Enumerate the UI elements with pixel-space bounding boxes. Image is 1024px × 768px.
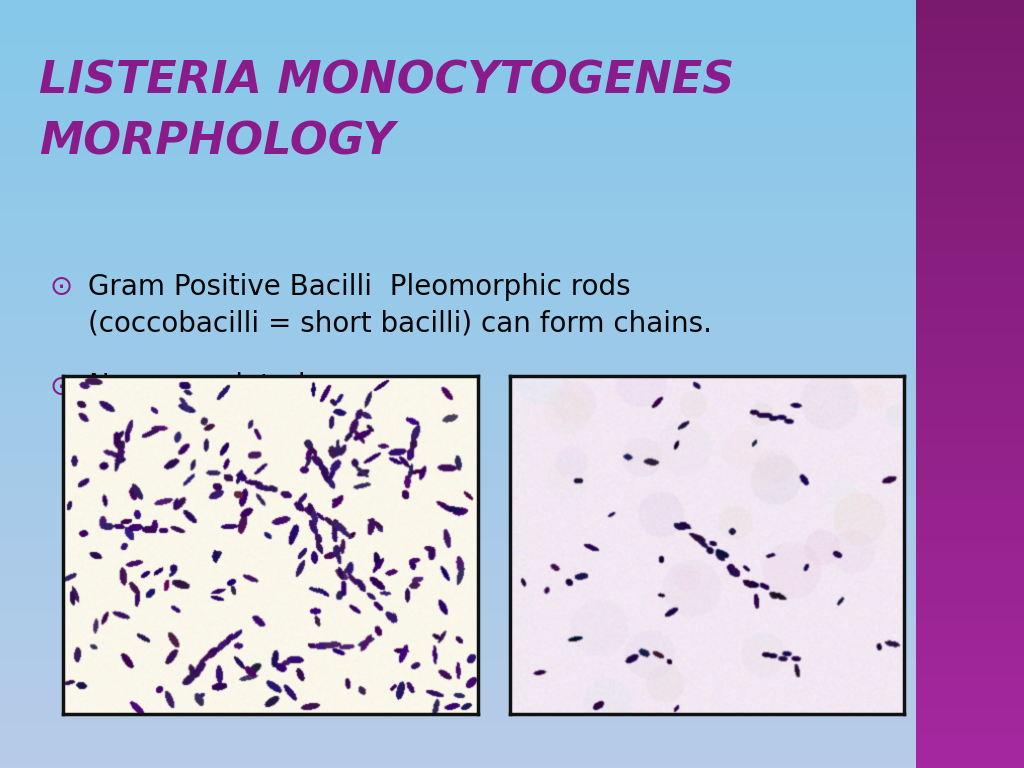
Text: Non-capsulated: Non-capsulated	[88, 372, 305, 400]
Text: MORPHOLOGY: MORPHOLOGY	[39, 121, 394, 164]
Text: ⊙: ⊙	[49, 372, 73, 400]
Text: Gram Positive Bacilli  Pleomorphic rods
(coccobacilli = short bacilli) can form : Gram Positive Bacilli Pleomorphic rods (…	[88, 273, 712, 337]
Text: ⊙: ⊙	[49, 273, 73, 300]
Text: LISTERIA MONOCYTOGENES: LISTERIA MONOCYTOGENES	[39, 59, 734, 102]
